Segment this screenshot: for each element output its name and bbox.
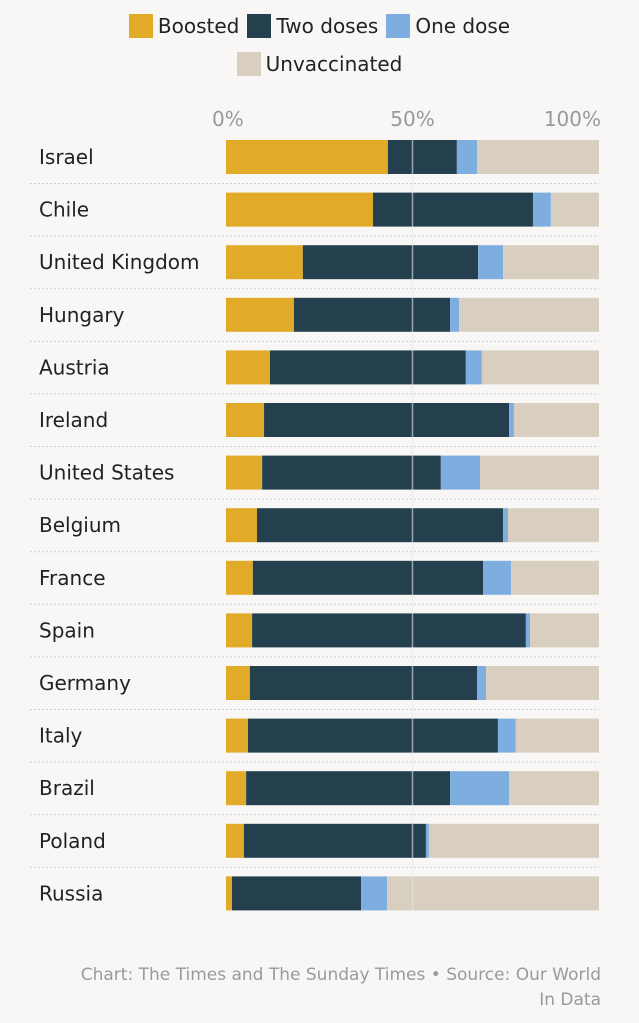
legend-swatch: [128, 14, 153, 38]
category-label: Italy: [39, 724, 83, 748]
bar-segment-boosted: [226, 823, 244, 858]
bar-segment-one-dose: [478, 245, 504, 280]
bar-segment-one-dose: [503, 508, 508, 543]
legend-item-unvaccinated: Unvaccinated: [236, 52, 403, 76]
bar-segment-boosted: [226, 560, 253, 595]
bar-segment-unvaccinated: [510, 560, 599, 595]
bar-segment-one-dose: [456, 140, 478, 174]
bar-segment-one-dose: [425, 823, 429, 858]
legend-swatch: [236, 52, 261, 76]
bar-segment-unvaccinated: [529, 613, 599, 648]
category-label: Austria: [39, 355, 110, 379]
bar-segment-boosted: [226, 771, 247, 806]
bar-segment-boosted: [226, 613, 253, 648]
category-label: United States: [39, 461, 174, 485]
bar-segment-one-dose: [509, 403, 514, 437]
bar-segment-boosted: [226, 455, 263, 490]
bar-segment-one-dose: [497, 718, 516, 753]
bar-segment-two-doses: [252, 560, 483, 595]
footer-source-line-2: In Data: [539, 990, 601, 1010]
bar-segment-two-doses: [243, 823, 426, 858]
bar-segment-two-doses: [302, 245, 479, 280]
legend-row-2: Unvaccinated: [0, 52, 639, 76]
legend-label: One dose: [415, 14, 511, 38]
category-label: Ireland: [39, 408, 108, 432]
x-tick-label: 0%: [212, 107, 244, 131]
bar-segment-one-dose: [482, 560, 511, 595]
category-label: Brazil: [39, 776, 95, 800]
legend-swatch: [386, 14, 411, 38]
legend-item-two-doses: Two doses: [247, 14, 378, 38]
category-label: Poland: [39, 829, 106, 853]
bar-segment-unvaccinated: [387, 876, 599, 911]
bar-segment-boosted: [226, 508, 257, 543]
bar-segment-two-doses: [252, 613, 526, 648]
bar-segment-two-doses: [387, 140, 457, 174]
legend-swatch: [247, 14, 272, 38]
footer-source-line: Chart: The Times and The Sunday Times • …: [80, 965, 601, 985]
bar-segment-two-doses: [372, 192, 533, 227]
bar-segment-one-dose: [361, 876, 388, 911]
category-label: Belgium: [39, 513, 121, 537]
category-label: United Kingdom: [39, 250, 200, 274]
bar-segment-two-doses: [262, 455, 441, 490]
bar-segment-unvaccinated: [515, 718, 599, 753]
category-label: Russia: [39, 881, 103, 905]
bar-segment-boosted: [226, 876, 232, 911]
category-label: France: [39, 566, 106, 590]
bar-segment-boosted: [226, 403, 265, 437]
category-label: Germany: [39, 671, 131, 695]
bar-segment-one-dose: [465, 350, 482, 385]
x-tick-label: 50%: [390, 107, 434, 131]
legend-row-1: Boosted Two doses One dose: [0, 14, 639, 38]
bar-segment-two-doses: [293, 297, 451, 332]
bar-segment-unvaccinated: [507, 508, 599, 543]
x-tick-label: 100%: [544, 107, 601, 131]
bar-segment-two-doses: [256, 508, 504, 543]
bar-segment-two-doses: [246, 771, 451, 806]
bar-segment-boosted: [226, 297, 294, 332]
bar-segment-boosted: [226, 666, 250, 700]
bar-segment-unvaccinated: [481, 350, 599, 385]
legend-label: Two doses: [276, 14, 379, 38]
legend-label: Unvaccinated: [265, 52, 403, 76]
bar-segment-two-doses: [264, 403, 510, 437]
bar-segment-boosted: [226, 718, 249, 753]
bar-segment-one-dose: [532, 192, 551, 227]
bar-segment-two-doses: [248, 718, 498, 753]
bar-segment-unvaccinated: [550, 192, 599, 227]
category-label: Hungary: [39, 303, 125, 327]
bar-segment-unvaccinated: [459, 297, 599, 332]
bar-segment-unvaccinated: [480, 455, 599, 490]
legend-item-boosted: Boosted: [128, 14, 240, 38]
bar-segment-boosted: [226, 140, 388, 174]
bar-segment-two-doses: [270, 350, 466, 385]
bar-segment-unvaccinated: [503, 245, 599, 280]
bar-segment-unvaccinated: [428, 823, 599, 858]
chart-footer: Chart: The Times and The Sunday Times • …: [21, 963, 601, 1013]
bar-segment-one-dose: [477, 666, 486, 700]
legend-label: Boosted: [157, 14, 240, 38]
bar-segment-one-dose: [440, 455, 481, 490]
bar-segment-boosted: [226, 350, 271, 385]
bar-segment-unvaccinated: [509, 771, 599, 806]
bar-segment-boosted: [226, 245, 303, 280]
bar-segment-unvaccinated: [477, 140, 599, 174]
bar-segment-one-dose: [450, 771, 510, 806]
bar-segment-two-doses: [231, 876, 362, 911]
bar-segment-two-doses: [249, 666, 478, 700]
stacked-bar-chart: 0% 50% 100% Israel Chile United Kingdom Hungar…: [30, 107, 601, 911]
bar-segment-one-dose: [525, 613, 530, 648]
category-label: Israel: [39, 145, 94, 169]
category-label: Chile: [39, 198, 89, 222]
bar-segment-one-dose: [450, 297, 460, 332]
bar-segment-unvaccinated: [485, 666, 599, 700]
bar-segment-unvaccinated: [513, 403, 599, 437]
category-label: Spain: [39, 618, 95, 642]
bar-segment-boosted: [226, 192, 373, 227]
legend-item-one-dose: One dose: [386, 14, 510, 38]
